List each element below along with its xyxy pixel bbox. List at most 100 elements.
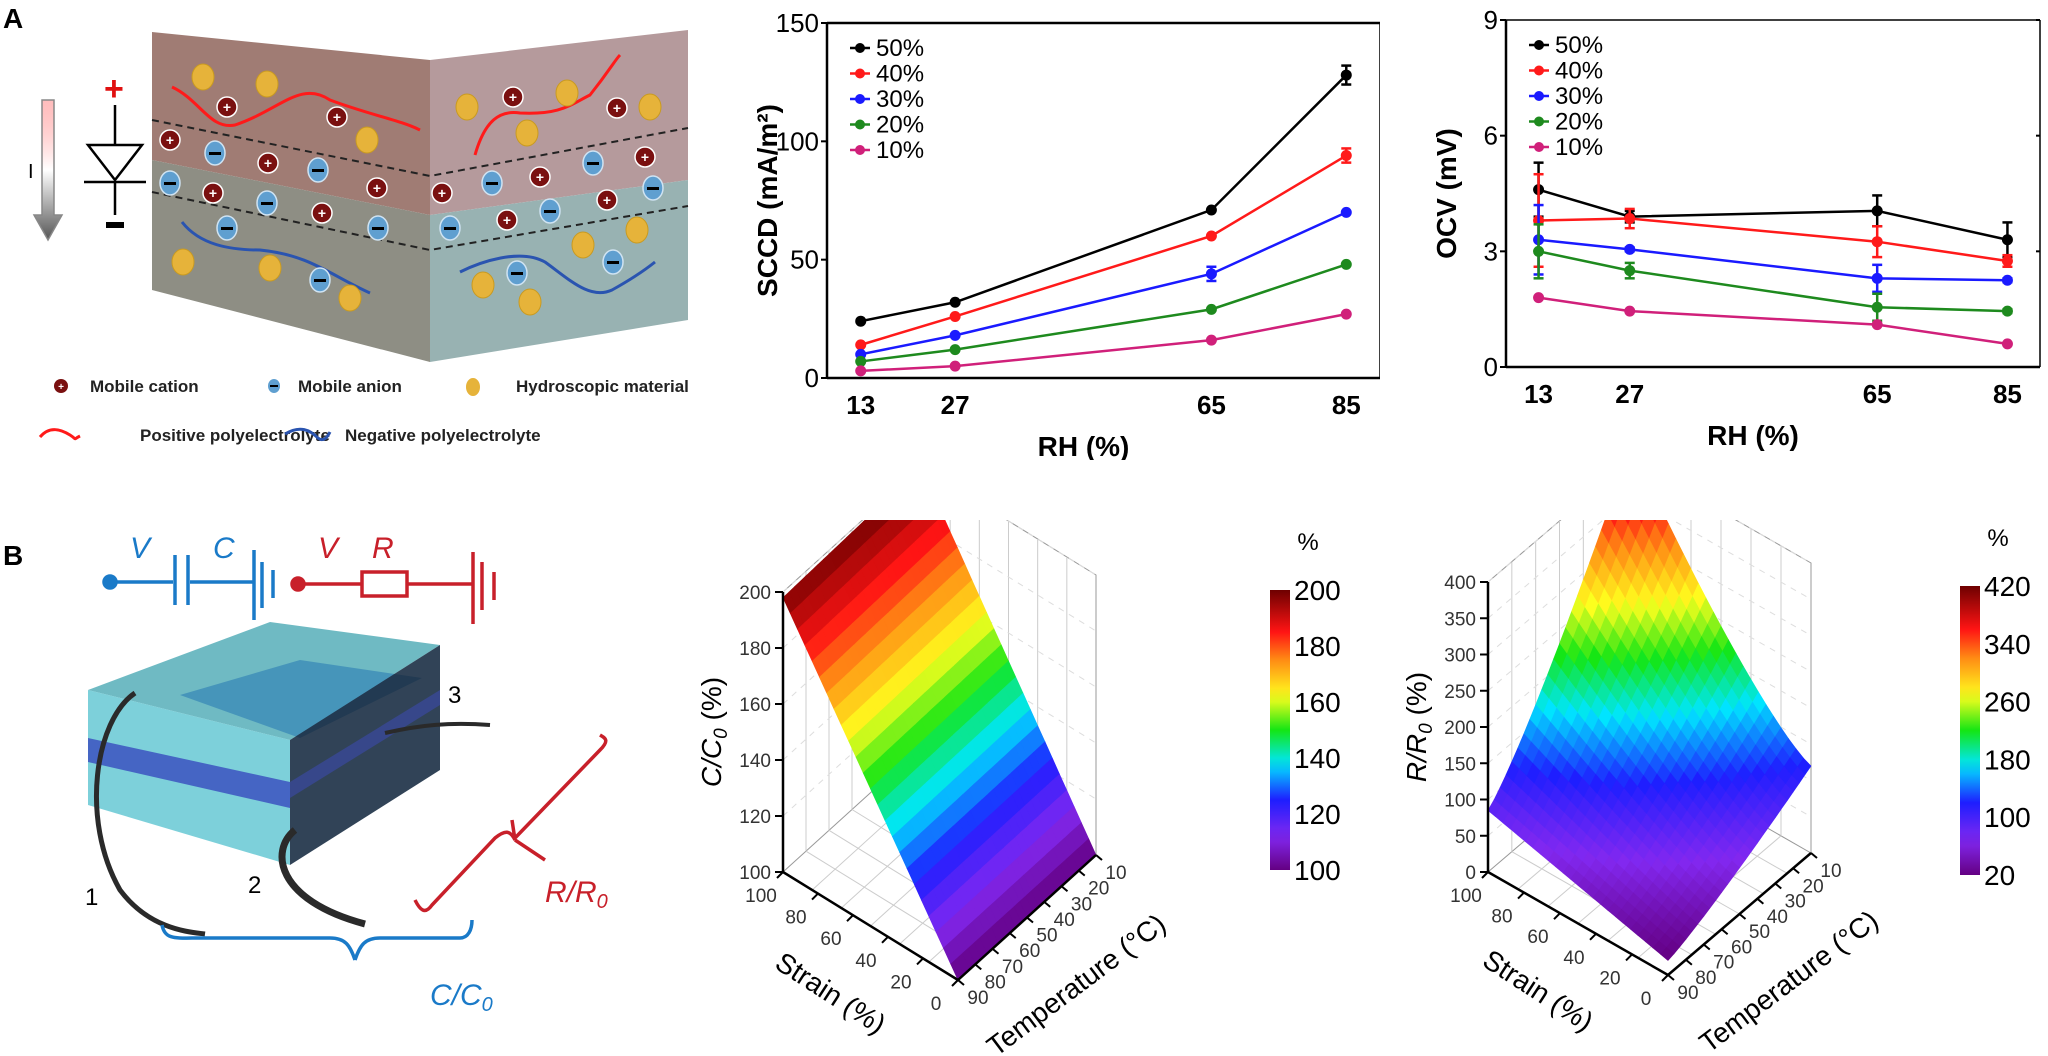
x-axis-label: RH (%) [1038, 431, 1130, 460]
strain-tick-label: 40 [855, 951, 876, 972]
strain-tick [846, 914, 854, 922]
grid-line-z [1487, 531, 1812, 655]
strain-tick [951, 979, 959, 987]
data-point [1871, 205, 1883, 217]
legend-label-hygroscopic: Hydroscopic material [516, 377, 689, 396]
z-tick-label: 100 [1444, 791, 1476, 812]
temperature-tick-label: 40 [1767, 907, 1788, 928]
diode-icon [84, 105, 146, 215]
strain-tick-label: 100 [745, 886, 777, 907]
z-tick-label: 120 [739, 807, 771, 828]
temperature-tick [1774, 882, 1782, 890]
strain-tick-label: 100 [1450, 886, 1482, 907]
data-point [1205, 268, 1217, 280]
y-tick-label: 9 [1484, 5, 1498, 35]
strain-tick-label: 40 [1563, 948, 1584, 969]
svg-text:+: + [264, 155, 272, 171]
sensor-device-diagram: V C V R 1 2 3 C/C0 R/R0 [85, 532, 608, 1016]
res-voltage-label: V [318, 532, 341, 565]
z-tick-label: 100 [739, 863, 771, 884]
colorbar-unit: % [1987, 525, 2008, 552]
electrode-1-wire [94, 690, 206, 937]
temperature-tick [991, 947, 1000, 955]
cube [151, 30, 689, 362]
data-point [1624, 265, 1636, 277]
colorbar-tick-label: 20 [1984, 860, 2015, 891]
strain-tick [1553, 912, 1561, 920]
legend-marker [1534, 40, 1544, 50]
strain-tick [776, 871, 784, 879]
temperature-tick [1792, 867, 1800, 875]
temperature-tick [1685, 958, 1693, 966]
diagram-legend: + Mobile cation Mobile anion Hydroscopic… [38, 377, 689, 445]
temperature-tick [1026, 916, 1034, 924]
y-axis-label: OCV (mV) [1431, 128, 1462, 259]
panel-label-b: B [3, 540, 24, 571]
strain-tick-label: 0 [1641, 989, 1652, 1010]
strain-tick-label: 20 [890, 972, 911, 993]
z-tick-label: 350 [1444, 609, 1476, 630]
colorbar-tick-label: 100 [1984, 802, 2031, 833]
temperature-tick [974, 963, 982, 971]
temperature-tick-label: 60 [1731, 937, 1752, 958]
data-point [1340, 150, 1352, 162]
resistance-label: R [372, 532, 394, 565]
data-point [855, 355, 867, 367]
z-tick-label: 200 [1444, 718, 1476, 739]
x-tick-label: 27 [941, 390, 970, 420]
y-tick-label: 6 [1484, 121, 1498, 151]
data-point [1205, 303, 1217, 315]
surface [1487, 520, 1812, 961]
anion-markers [159, 140, 664, 293]
data-point [1340, 69, 1352, 81]
temperature-tick-label: 70 [1002, 957, 1023, 978]
svg-text:+: + [166, 132, 174, 148]
colorbar-tick-label: 180 [1294, 631, 1341, 662]
strain-tick-label: 80 [785, 908, 806, 929]
temperature-tick-label: 80 [985, 972, 1006, 993]
data-point [949, 296, 961, 308]
strain-tick [881, 936, 889, 944]
z-tick-label: 300 [1444, 646, 1476, 667]
data-point [1533, 245, 1545, 257]
x-axis-label: RH (%) [1707, 420, 1799, 451]
data-point [855, 339, 867, 351]
svg-text:+: + [509, 89, 517, 105]
x-tick-label: 13 [846, 390, 875, 420]
temperature-tick-label: 40 [1054, 910, 1075, 931]
colorbar [1270, 590, 1290, 870]
strain-axis [1487, 870, 1669, 977]
legend-label-cation: Mobile cation [90, 377, 199, 396]
legend-label: 40% [876, 61, 924, 88]
strain-tick-label: 60 [1527, 927, 1548, 948]
temperature-axis-label: Temperature (°C) [1694, 904, 1884, 1056]
colorbar [1960, 586, 1980, 875]
temperature-tick [957, 979, 965, 986]
data-point [1871, 272, 1883, 284]
data-point [1340, 308, 1352, 320]
legend-label: 20% [1555, 109, 1603, 136]
y-tick-label: 0 [805, 363, 819, 393]
z-axis-label: R/R0 (%) [1401, 672, 1437, 782]
temperature-tick [1703, 943, 1711, 951]
diode-cube-diagram: I + [28, 30, 689, 445]
temperature-tick [1667, 974, 1675, 981]
data-point [949, 360, 961, 372]
temperature-tick [1095, 854, 1103, 861]
series-line-50pct [860, 74, 1348, 323]
legend-label: 20% [876, 112, 924, 139]
temperature-tick-label: 30 [1785, 892, 1806, 913]
y-tick-label: 0 [1484, 352, 1498, 382]
legend-label-negative-poly: Negative polyelectrolyte [345, 426, 541, 445]
capacitance-label: C [213, 532, 235, 565]
z-tick-label: 200 [739, 583, 771, 604]
colorbar-tick-label: 120 [1294, 799, 1341, 830]
ocv-line-chart: 0 3 6 9 13 27 65 85 RH (%) OCV (mV) 50%40%30%20%10… [1431, 5, 2041, 451]
electrode-label-3: 3 [448, 682, 461, 709]
data-point [1340, 258, 1352, 270]
temperature-tick-label: 10 [1820, 861, 1841, 882]
strain-tick-label: 0 [931, 994, 942, 1015]
strain-tick-label: 80 [1491, 907, 1512, 928]
colorbar-unit: % [1297, 529, 1318, 556]
svg-text:+: + [503, 212, 511, 228]
